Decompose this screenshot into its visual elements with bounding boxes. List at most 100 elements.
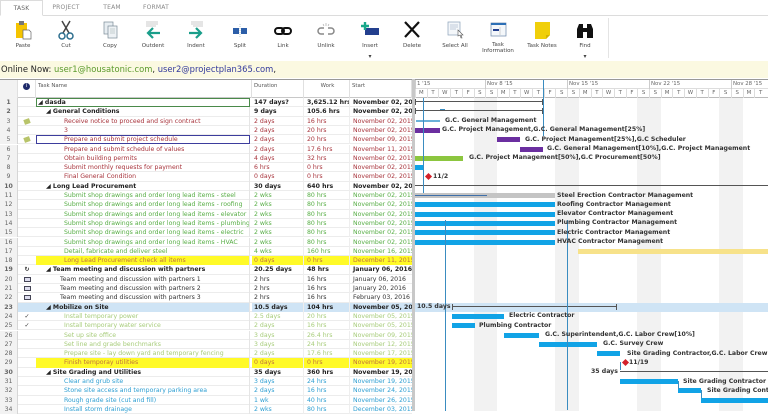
start-cell[interactable]: November 02, 2015: [353, 238, 412, 246]
work-cell[interactable]: 640 hrs: [304, 181, 350, 191]
work-cell[interactable]: 17.6 hrs: [304, 144, 350, 154]
start-cell[interactable]: November 24, 2015: [353, 387, 412, 395]
table-row[interactable]: 3 Receive notice to proceed and sign cont…: [0, 116, 412, 126]
table-row[interactable]: 16 Submit shop drawings and order long le…: [0, 237, 412, 247]
task-name-cell[interactable]: Submit shop drawings and order long lead…: [36, 237, 250, 247]
start-cell[interactable]: November 02, 2015: [353, 164, 412, 172]
task-name-cell[interactable]: Team meeting and discussion with partner…: [36, 293, 250, 303]
row-number[interactable]: 17: [0, 246, 18, 257]
row-number[interactable]: 31: [0, 377, 18, 387]
table-row[interactable]: 20 Team meeting and discussion with partn…: [0, 274, 412, 284]
work-cell[interactable]: 80 hrs: [304, 200, 350, 210]
work-cell[interactable]: 20 hrs: [304, 125, 350, 136]
task-name-cell[interactable]: Set up site office: [36, 330, 250, 340]
start-cell[interactable]: November 09, 2015: [353, 136, 412, 144]
start-cell[interactable]: November 05, 2015: [353, 312, 412, 320]
task-name-cell[interactable]: Submit shop drawings and order long lead…: [36, 218, 250, 229]
table-row[interactable]: 6 Prepare and submit schedule of values 2 …: [0, 144, 412, 154]
table-row[interactable]: 26 Set up site office 3 days 26.4 hrs Novemb…: [0, 330, 412, 340]
work-cell[interactable]: 0 hrs: [304, 172, 350, 182]
task-name-cell[interactable]: Long Lead Procurement check all items: [36, 256, 250, 266]
outdent-button[interactable]: Outdent: [131, 18, 175, 60]
work-cell[interactable]: 16 hrs: [304, 386, 350, 396]
header-work[interactable]: Work: [304, 80, 350, 98]
work-cell[interactable]: 20 hrs: [304, 135, 350, 145]
row-number[interactable]: 20: [0, 274, 18, 284]
task-bar[interactable]: [539, 341, 597, 347]
table-row[interactable]: 5 Prepare and submit project schedule 2 da…: [0, 135, 412, 145]
task-bar[interactable]: [415, 155, 463, 161]
note-icon[interactable]: [23, 136, 31, 144]
task-name-cell[interactable]: ◢ Team meeting and discussion with partn…: [36, 265, 250, 275]
task-bar[interactable]: [415, 165, 424, 171]
table-row[interactable]: 10 ◢ Long Lead Procurement 30 days 640 hrs N…: [0, 181, 412, 191]
table-row[interactable]: 21 Team meeting and discussion with partn…: [0, 284, 412, 294]
start-cell[interactable]: November 09, 2015: [353, 331, 412, 339]
header-duration[interactable]: Duration: [252, 80, 304, 98]
task-name-cell[interactable]: ◢ Mobilize on Site: [36, 302, 250, 312]
cut-button[interactable]: Cut: [44, 18, 88, 60]
duration-cell[interactable]: 0 days: [252, 256, 304, 266]
unlink-button[interactable]: Unlink: [304, 18, 348, 60]
select-all-button[interactable]: Select All: [433, 18, 477, 60]
start-cell[interactable]: November 02, 2015: [353, 219, 412, 227]
online-user-1[interactable]: user1@housatonic.com: [53, 64, 153, 74]
summary-bar[interactable]: [620, 370, 768, 372]
start-cell[interactable]: November 02, 2015: [353, 108, 412, 116]
task-name-cell[interactable]: Submit shop drawings and order long lead…: [36, 200, 250, 210]
work-cell[interactable]: 0 hrs: [304, 256, 350, 266]
duration-cell[interactable]: 4 wks: [252, 246, 304, 257]
row-number[interactable]: 1: [0, 98, 18, 108]
task-bar[interactable]: [620, 379, 678, 384]
duration-cell[interactable]: 2 days: [252, 116, 304, 126]
task-notes-button[interactable]: Task Notes: [520, 18, 564, 60]
task-bar[interactable]: [416, 120, 440, 123]
split-button[interactable]: Split: [218, 18, 262, 60]
work-cell[interactable]: 26.4 hrs: [304, 330, 350, 340]
row-number[interactable]: 28: [0, 349, 18, 359]
header-row-number[interactable]: [0, 80, 18, 98]
delete-button[interactable]: Delete: [390, 18, 434, 60]
start-cell[interactable]: November 02, 2015: [353, 201, 412, 209]
duration-cell[interactable]: 2 wks: [252, 200, 304, 210]
row-number[interactable]: 24: [0, 311, 18, 322]
work-cell[interactable]: 24 hrs: [304, 339, 350, 350]
note-icon[interactable]: [23, 117, 31, 125]
task-name-cell[interactable]: ◢ Site Grading and Utilities: [36, 367, 250, 377]
row-number[interactable]: 26: [0, 330, 18, 340]
start-cell[interactable]: November 02, 2015: [353, 182, 412, 190]
duration-cell[interactable]: 9 days: [252, 107, 304, 117]
start-cell[interactable]: November 19, 2015: [350, 358, 412, 368]
header-task-name[interactable]: Task Name: [36, 80, 252, 98]
start-cell[interactable]: November 02, 2015: [353, 229, 412, 237]
task-name-cell[interactable]: Clear and grub site: [36, 377, 250, 387]
task-information-button[interactable]: Task Information: [476, 18, 520, 60]
summary-bar[interactable]: [415, 101, 543, 102]
start-cell[interactable]: November 16, 2015: [353, 247, 412, 255]
task-bar[interactable]: [578, 248, 768, 254]
work-cell[interactable]: 160 hrs: [304, 246, 350, 257]
work-cell[interactable]: 104 hrs: [304, 302, 350, 312]
row-number[interactable]: 10: [0, 181, 18, 191]
task-bar[interactable]: [701, 397, 768, 403]
work-cell[interactable]: 16 hrs: [304, 116, 350, 126]
duration-cell[interactable]: 1 wk: [252, 395, 304, 405]
task-name-cell[interactable]: Install temporary water service: [36, 321, 250, 331]
link-button[interactable]: Link: [261, 18, 305, 60]
row-number[interactable]: 7: [0, 153, 18, 164]
paste-button[interactable]: Paste: [1, 18, 45, 60]
duration-cell[interactable]: 2 days: [252, 321, 304, 331]
row-number[interactable]: 21: [0, 284, 18, 294]
tab-team[interactable]: TEAM: [103, 4, 121, 11]
task-name-cell[interactable]: Submit shop drawings and order long lead…: [36, 228, 250, 238]
duration-cell[interactable]: 3 days: [252, 330, 304, 340]
start-cell[interactable]: November 02, 2015: [353, 154, 412, 162]
view-splitter[interactable]: [412, 79, 415, 411]
task-bar[interactable]: [415, 202, 555, 208]
start-cell[interactable]: November 19, 2015: [353, 378, 412, 385]
start-cell[interactable]: November 02, 2015: [353, 99, 412, 106]
start-cell[interactable]: November 26, 2015: [353, 396, 412, 404]
task-name-cell[interactable]: ◢ dasda: [36, 98, 250, 108]
task-name-cell[interactable]: Set line and grade benchmarks: [36, 339, 250, 350]
